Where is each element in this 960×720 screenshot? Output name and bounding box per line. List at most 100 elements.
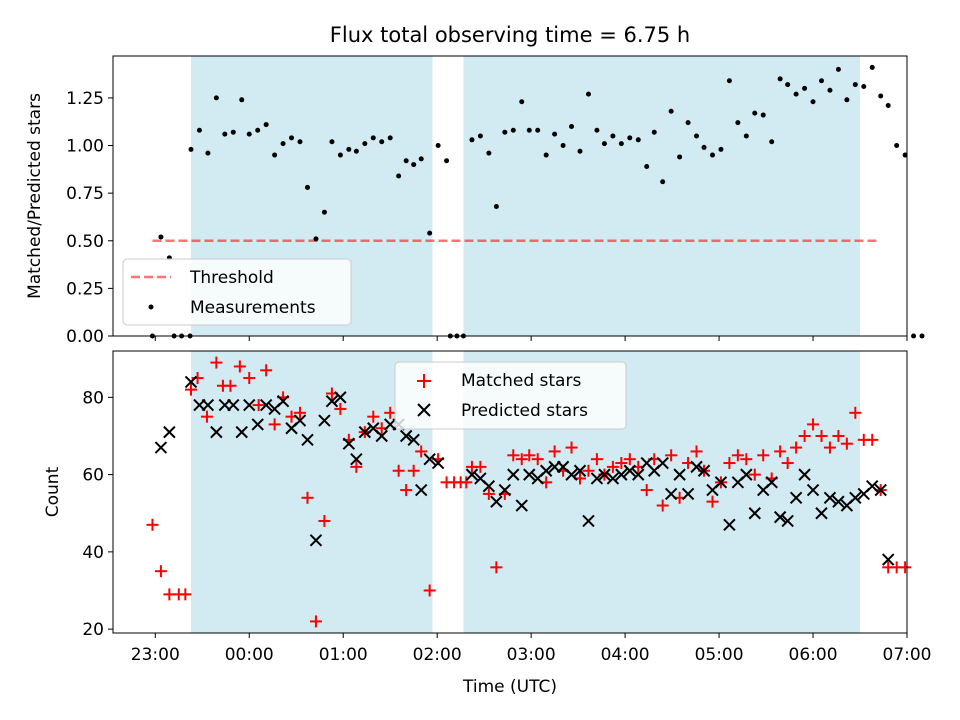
predicted-star-point	[789, 491, 803, 505]
measurement-point	[694, 133, 700, 139]
measurement-point	[560, 143, 566, 149]
matched-star-point	[309, 615, 322, 628]
matched-star-point	[392, 464, 405, 477]
measurement-point	[493, 203, 499, 209]
ratio-legend: Threshold Measurements	[122, 258, 352, 326]
measurement-point	[726, 78, 732, 84]
predicted-star-point	[832, 495, 845, 508]
matched-star-point	[866, 433, 879, 446]
xtick-label: 00:00	[225, 645, 274, 665]
predicted-star-point	[866, 479, 879, 493]
matched-star-point	[849, 406, 862, 419]
measurement-point	[329, 139, 335, 145]
measurement-point	[213, 95, 219, 101]
predicted-star-point	[414, 483, 428, 497]
predicted-star-point	[573, 464, 587, 477]
x-axis-label: Time (UTC)	[462, 677, 557, 697]
measurement-point	[793, 91, 799, 97]
predicted-star-point	[210, 425, 223, 439]
matched-star-point	[840, 437, 853, 450]
predicted-star-point	[184, 375, 198, 389]
matched-star-point	[146, 518, 159, 531]
matched-star-point	[154, 565, 167, 578]
measurement-point	[370, 135, 376, 141]
measurement-point	[535, 127, 541, 133]
measurement-point	[594, 127, 600, 133]
predicted-star-point	[276, 395, 290, 408]
predicted-star-point	[251, 418, 264, 431]
matched-star-point	[367, 410, 380, 423]
measurement-point	[735, 120, 741, 126]
predicted-star-point	[325, 395, 339, 408]
predicted-star-point	[375, 429, 388, 443]
predicted-star-point	[723, 518, 736, 532]
matched-star-point	[615, 457, 628, 470]
matched-star-point	[531, 453, 544, 466]
measurement-point	[668, 108, 674, 114]
count-ytick-label: 80	[82, 388, 104, 408]
matched-star-point	[252, 399, 265, 412]
legend-predicted-label: Predicted stars	[461, 401, 588, 421]
measurement-point	[230, 129, 236, 135]
count-ytick-label: 60	[82, 466, 104, 486]
predicted-star-point	[498, 483, 512, 497]
measurement-point	[885, 103, 891, 109]
measurement-point	[644, 163, 650, 169]
matched-star-point	[515, 453, 528, 466]
count-ytick-label: 40	[82, 543, 104, 563]
measurement-point	[677, 154, 683, 160]
matched-star-point	[723, 457, 736, 470]
measurement-point	[810, 99, 816, 105]
measurement-point	[403, 158, 409, 164]
measurement-point	[411, 162, 417, 168]
predicted-star-point	[590, 472, 604, 485]
matched-star-point	[656, 499, 669, 512]
predicted-star-point	[309, 534, 323, 547]
matched-star-point	[774, 445, 787, 458]
matched-star-point	[400, 484, 413, 497]
matched-star-point	[260, 364, 273, 377]
predicted-star-point	[523, 468, 536, 481]
predicted-star-point	[798, 468, 811, 481]
matched-star-point	[407, 464, 420, 477]
measurement-point	[427, 230, 433, 236]
measurement-point	[769, 139, 775, 145]
predicted-star-point	[765, 476, 778, 489]
matched-star-point	[731, 449, 744, 462]
predicted-star-point	[301, 433, 314, 447]
matched-star-point	[268, 418, 281, 431]
matched-star-point	[606, 460, 619, 473]
matched-star-point	[832, 429, 845, 442]
measurement-point	[585, 91, 591, 97]
predicted-star-point	[673, 468, 686, 481]
predicted-star-point	[235, 425, 248, 439]
xtick-label: 02:00	[413, 645, 462, 665]
predicted-star-point	[350, 452, 363, 466]
predicted-star-point	[342, 437, 356, 450]
ratio-ytick-label: 1.00	[66, 137, 104, 157]
matched-star-point	[474, 460, 487, 473]
predicted-star-point	[598, 468, 611, 481]
measurement-point	[188, 146, 194, 152]
ratio-ytick-label: 0.75	[66, 184, 104, 204]
measurement-point	[802, 85, 808, 91]
predicted-star-point	[334, 391, 347, 404]
measurement-point	[660, 179, 666, 185]
predicted-star-point	[656, 456, 669, 470]
chart-title: Flux total observing time = 6.75 h	[330, 23, 690, 47]
measurement-point	[743, 133, 749, 139]
matched-star-point	[243, 372, 256, 385]
xtick-label: 03:00	[507, 645, 556, 665]
predicted-star-point	[806, 483, 820, 497]
legend-measurements-label: Measurements	[190, 298, 316, 318]
predicted-star-point	[823, 491, 837, 505]
measurement-point	[627, 135, 633, 141]
measurement-point	[477, 133, 483, 139]
measurement-point	[569, 123, 575, 129]
predicted-star-point	[615, 468, 628, 481]
matched-star-point	[523, 449, 536, 462]
matched-star-point	[210, 356, 223, 369]
xtick-label: 01:00	[319, 645, 368, 665]
measurement-point	[827, 87, 833, 93]
matched-star-point	[757, 449, 770, 462]
